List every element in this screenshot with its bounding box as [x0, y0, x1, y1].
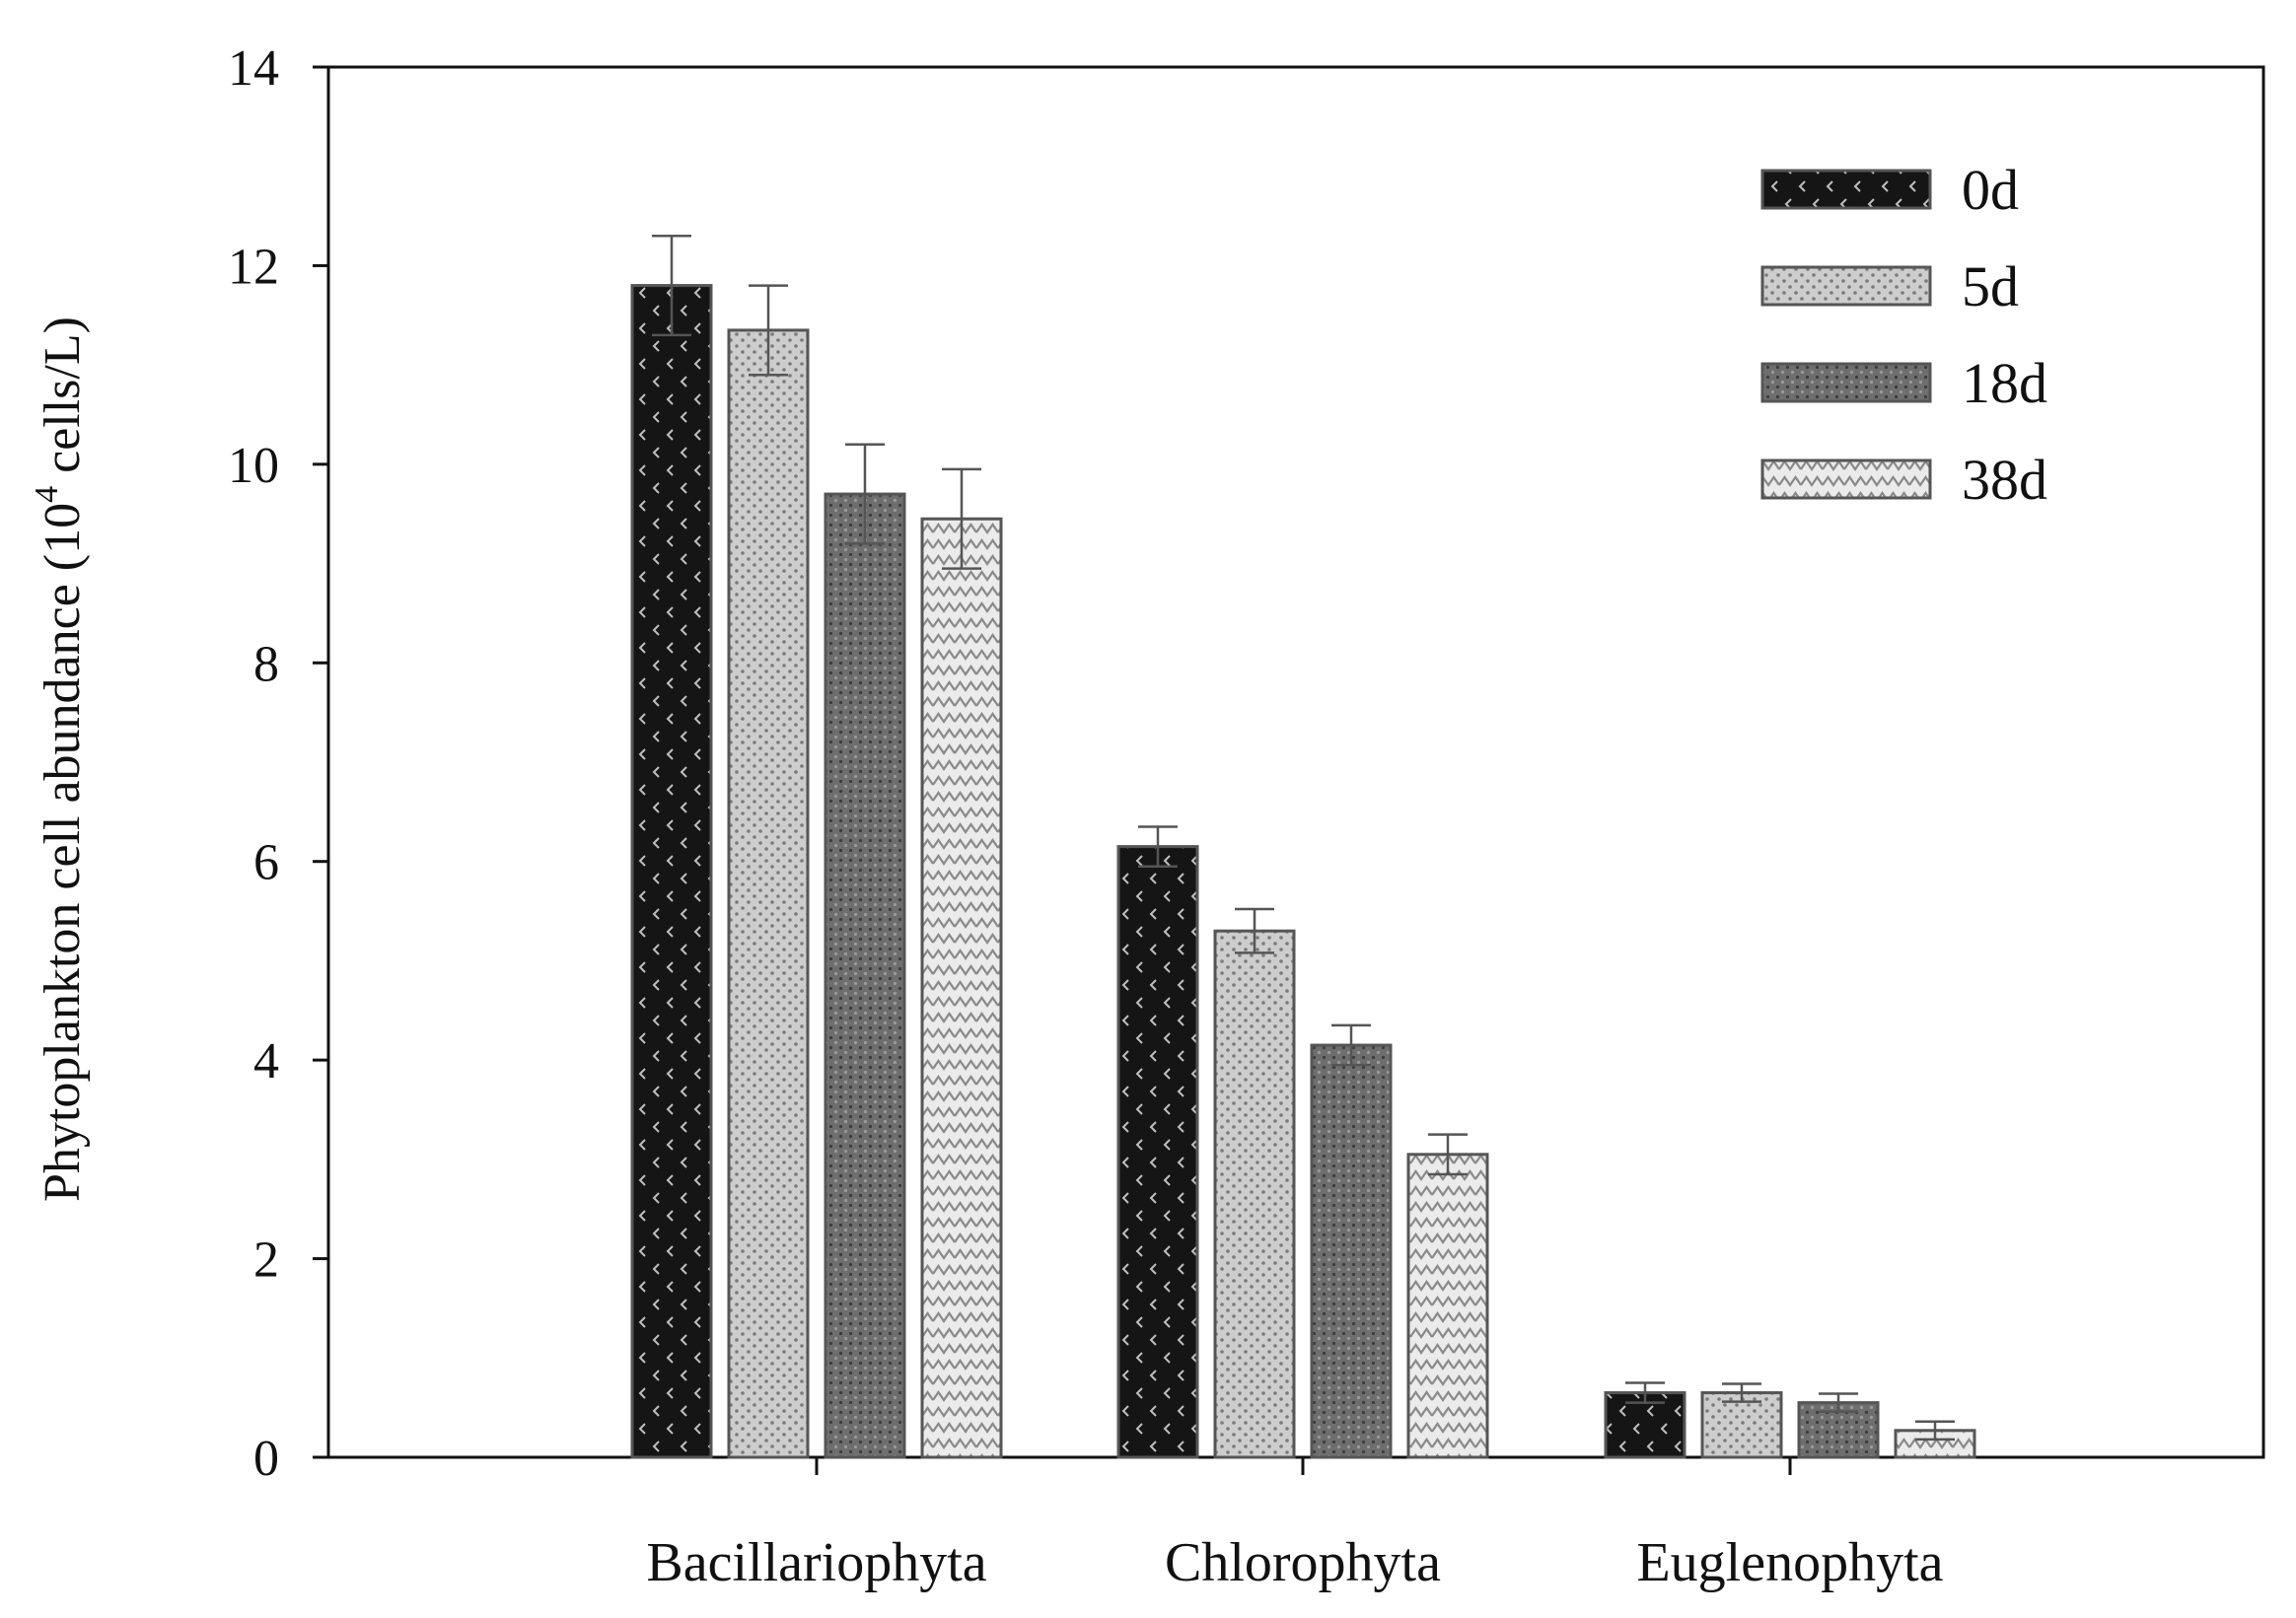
- error-bar: [1235, 907, 1274, 954]
- bar-series-38d: [920, 467, 1976, 1459]
- y-axis-title-superscript: 4: [29, 486, 65, 503]
- y-axis-title-suffix: cells/L): [35, 317, 91, 486]
- x-category-label: Bacillariophyta: [646, 1532, 986, 1593]
- legend-swatch: [1760, 169, 1932, 210]
- bar-series-group: [630, 234, 1976, 1459]
- error-bar: [1331, 1023, 1371, 1067]
- legend-label: 5d: [1962, 254, 2019, 318]
- y-tick-label: 0: [253, 1431, 279, 1487]
- legend-label: 0d: [1962, 158, 2019, 222]
- legend-item-18d: 18d: [1760, 351, 2047, 415]
- y-tick-label: 6: [253, 835, 279, 891]
- bar: [824, 492, 906, 1459]
- error-bar: [652, 234, 691, 337]
- bar: [630, 284, 713, 1459]
- y-tick-label: 8: [253, 636, 279, 692]
- error-bar: [1722, 1382, 1761, 1403]
- y-tick-label: 2: [253, 1232, 279, 1289]
- bar-series-5d: [727, 284, 1783, 1459]
- legend-item-0d: 0d: [1760, 158, 2019, 222]
- error-bar: [1428, 1133, 1468, 1176]
- error-bar: [942, 467, 981, 570]
- error-bar: [1625, 1381, 1665, 1404]
- bar: [1700, 1391, 1783, 1459]
- y-tick-label: 14: [228, 40, 279, 97]
- error-bar: [845, 443, 885, 545]
- error-bar: [749, 284, 788, 377]
- bar-series-18d: [824, 443, 1880, 1459]
- legend-label: 38d: [1962, 448, 2047, 512]
- legend-label: 18d: [1962, 351, 2047, 415]
- y-axis-title-prefix: Phytoplankton cell abundance (10: [35, 503, 91, 1202]
- bar: [920, 517, 1003, 1459]
- x-category-label: Euglenophyta: [1636, 1532, 1943, 1593]
- bar: [1213, 929, 1296, 1459]
- error-bar: [1915, 1420, 1955, 1442]
- x-category-label: Chlorophyta: [1165, 1532, 1441, 1593]
- bar: [1310, 1043, 1393, 1459]
- legend: 0d 5d 18d 38d: [1760, 158, 2047, 512]
- legend-swatch: [1760, 265, 1932, 307]
- x-axis: Bacillariophyta Chlorophyta Euglenophyta: [646, 1457, 1944, 1593]
- plot-area: [326, 65, 2265, 1459]
- y-tick-label: 10: [228, 438, 279, 494]
- legend-item-38d: 38d: [1760, 448, 2047, 512]
- bar: [1116, 845, 1199, 1459]
- y-tick-label: 4: [253, 1033, 279, 1090]
- legend-item-5d: 5d: [1760, 254, 2019, 318]
- bar: [727, 328, 810, 1459]
- error-bar: [1819, 1392, 1858, 1413]
- error-bar: [1138, 825, 1178, 868]
- y-tick-label: 12: [228, 239, 279, 295]
- bar-series-0d: [630, 234, 1686, 1459]
- plot-frame: [326, 65, 2265, 1459]
- bar: [1406, 1153, 1489, 1459]
- y-axis-title: Phytoplankton cell abundance (104 cells/…: [29, 317, 91, 1202]
- y-axis: 0 2 4 6 8 10 12 14: [228, 40, 328, 1487]
- legend-swatch: [1760, 458, 1932, 500]
- legend-swatch: [1760, 362, 1932, 403]
